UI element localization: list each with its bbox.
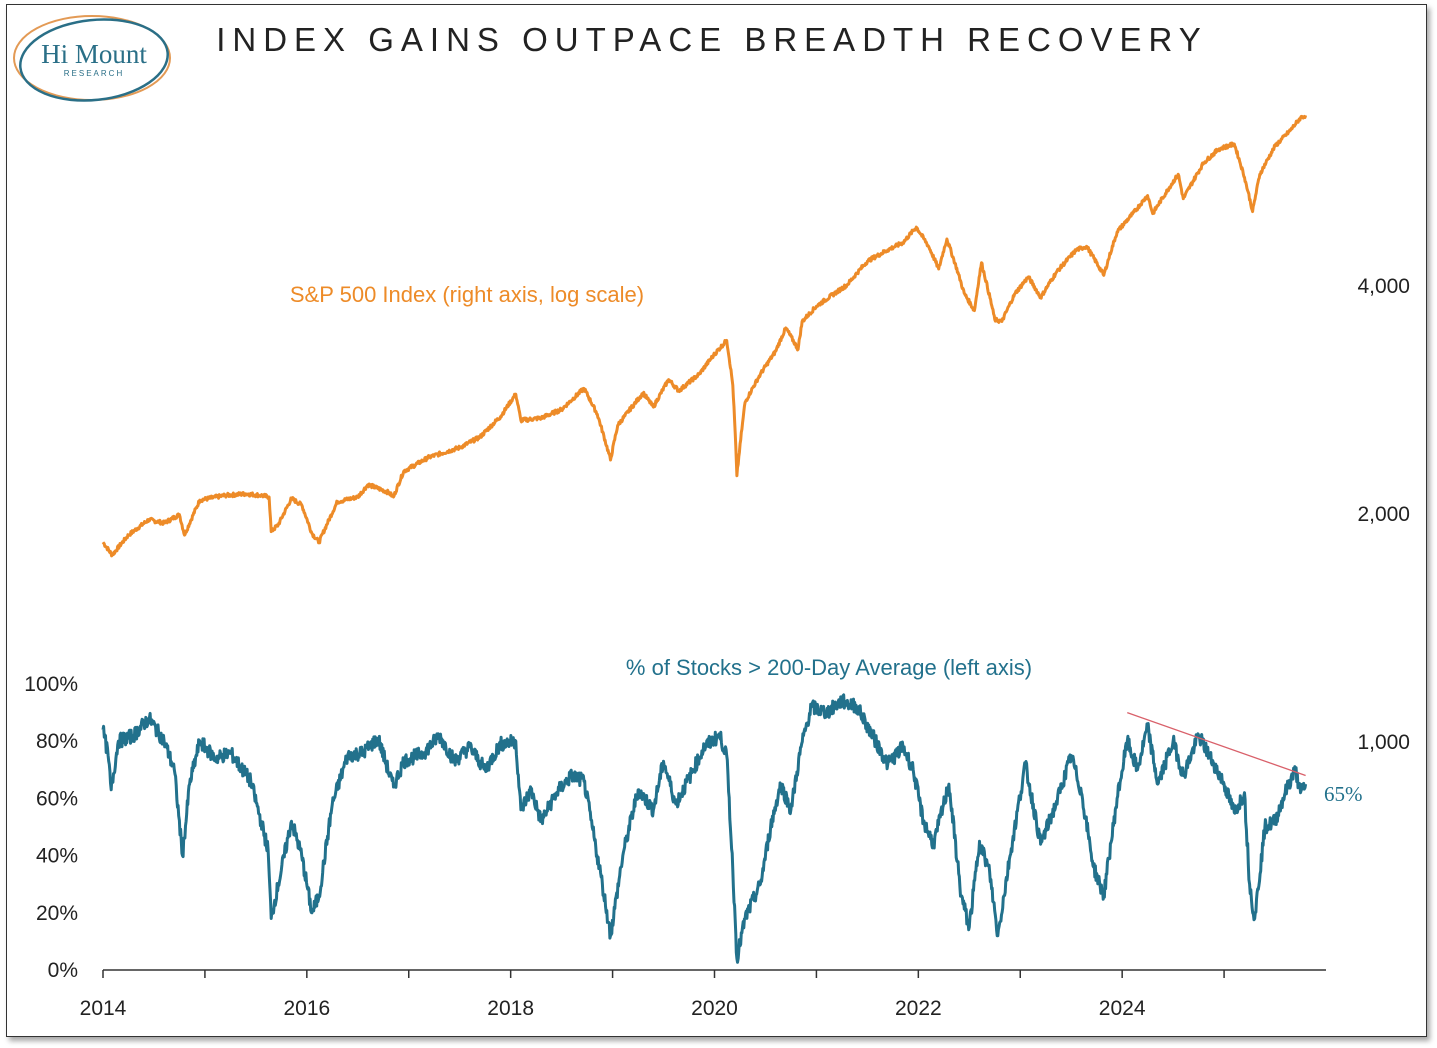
- left-tick-label: 100%: [24, 673, 78, 696]
- right-tick-label: 4,000: [1357, 275, 1410, 298]
- chart-frame: [6, 4, 1427, 1037]
- logo-ring-blue: [19, 18, 169, 102]
- x-tick-label: 2018: [487, 997, 534, 1020]
- x-axis-ticks: 2014 2016 2018 2020 2022 2024: [80, 970, 1225, 1020]
- x-tick-label: 2024: [1099, 997, 1146, 1020]
- right-tick-label: 1,000: [1357, 731, 1410, 754]
- x-tick-label: 2020: [691, 997, 738, 1020]
- sp500-series-line: [101, 114, 1308, 558]
- left-tick-label: 40%: [36, 845, 78, 868]
- breadth-series-line: [101, 693, 1308, 964]
- x-tick-label: 2014: [80, 997, 127, 1020]
- logo: Hi Mount RESEARCH: [13, 15, 171, 102]
- breadth-series-label: % of Stocks > 200-Day Average (left axis…: [626, 655, 1032, 680]
- left-tick-label: 20%: [36, 902, 78, 925]
- left-tick-label: 0%: [48, 959, 78, 982]
- breadth-trendline: [1127, 711, 1306, 777]
- chart-title: INDEX GAINS OUTPACE BREADTH RECOVERY: [216, 21, 1208, 58]
- right-axis-ticks: 1,000 2,000 4,000: [1357, 275, 1410, 754]
- x-tick-label: 2016: [283, 997, 330, 1020]
- logo-name: Hi Mount: [41, 39, 147, 69]
- sp500-series-label: S&P 500 Index (right axis, log scale): [290, 282, 644, 307]
- breadth-end-value-label: 65%: [1324, 782, 1363, 806]
- logo-subtitle: RESEARCH: [64, 69, 124, 78]
- left-tick-label: 60%: [36, 787, 78, 810]
- x-tick-label: 2022: [895, 997, 942, 1020]
- left-tick-label: 80%: [36, 730, 78, 753]
- right-tick-label: 2,000: [1357, 503, 1410, 526]
- left-axis-ticks: 0% 20% 40% 60% 80% 100%: [24, 673, 78, 982]
